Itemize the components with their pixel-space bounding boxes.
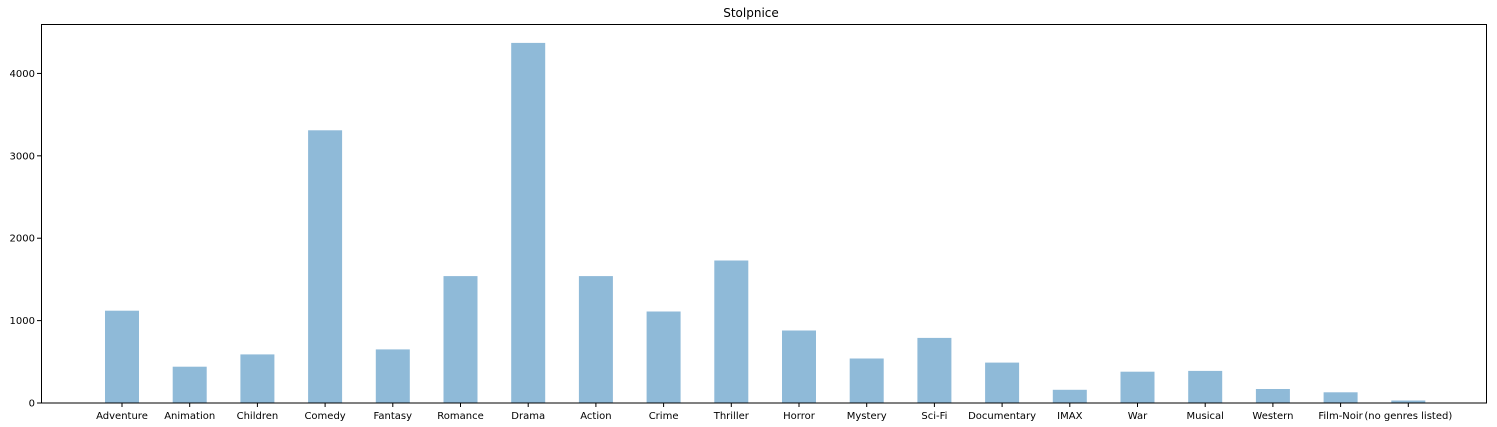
x-tick-label: IMAX <box>1057 411 1082 422</box>
bar-musical <box>1188 370 1223 403</box>
bar-sci-fi <box>917 337 952 403</box>
y-tick-label: 4000 <box>10 69 35 80</box>
bar-drama <box>511 42 546 404</box>
x-tick-label: (no genres listed) <box>1364 411 1452 422</box>
bar-animation <box>172 366 207 403</box>
bar-thriller <box>714 260 749 403</box>
x-tick-label: Horror <box>783 411 816 422</box>
bars-group <box>105 42 1426 404</box>
bar-children <box>240 354 275 403</box>
x-axis: Adventure Animation Children Comedy Fantasy R… <box>96 403 1452 422</box>
bar-no-genres-listed <box>1391 400 1426 403</box>
x-tick-label: Film-Noir <box>1318 411 1363 422</box>
y-tick-label: 3000 <box>10 151 35 162</box>
y-tick-label: 2000 <box>10 234 35 245</box>
x-tick-label: Children <box>237 411 279 422</box>
bar-crime <box>646 311 681 403</box>
x-tick-label: Adventure <box>96 411 148 422</box>
bar-romance <box>443 276 478 403</box>
bar-western <box>1255 389 1290 403</box>
bar-action <box>578 276 613 403</box>
y-axis: 0 1000 2000 3000 4000 <box>10 69 41 410</box>
bar-film-noir <box>1323 392 1358 403</box>
bar-mystery <box>849 358 884 403</box>
x-tick-label: Documentary <box>968 411 1036 422</box>
x-tick-label: Action <box>580 411 611 422</box>
x-tick-label: Sci-Fi <box>921 411 947 422</box>
x-tick-label: Drama <box>511 411 545 422</box>
x-tick-label: War <box>1128 411 1148 422</box>
x-tick-label: Thriller <box>713 411 750 422</box>
x-tick-label: Comedy <box>304 411 345 422</box>
x-tick-label: Western <box>1252 411 1293 422</box>
y-tick-label: 0 <box>29 399 35 410</box>
x-tick-label: Animation <box>164 411 215 422</box>
x-tick-label: Romance <box>437 411 483 422</box>
bar-documentary <box>985 362 1020 403</box>
plot-frame <box>41 24 1487 404</box>
x-tick-label: Crime <box>649 411 679 422</box>
bar-comedy <box>308 130 343 404</box>
bar-imax <box>1052 389 1087 403</box>
bar-war <box>1120 371 1155 403</box>
x-tick-label: Musical <box>1187 411 1224 422</box>
x-tick-label: Fantasy <box>374 411 413 422</box>
y-tick-label: 1000 <box>10 316 35 327</box>
bar-fantasy <box>375 349 410 403</box>
x-tick-label: Mystery <box>847 411 887 422</box>
bar-horror <box>782 330 816 403</box>
chart-title: Stolpnice <box>723 6 779 20</box>
bar-adventure <box>105 310 139 403</box>
